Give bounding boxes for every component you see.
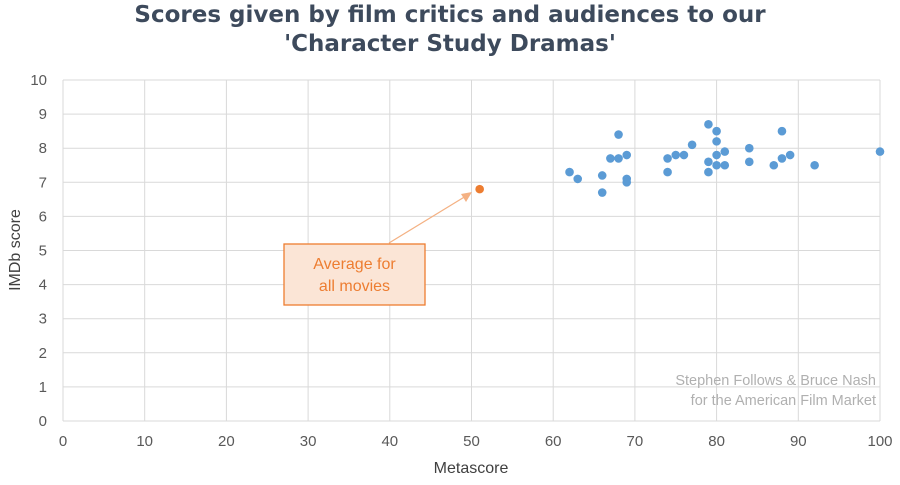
data-point	[614, 130, 623, 139]
data-point	[606, 154, 615, 163]
data-point	[712, 126, 721, 136]
data-point	[663, 167, 672, 177]
y-axis-label: IMDb score	[7, 209, 24, 291]
x-tick-label: 60	[545, 433, 562, 450]
data-point	[622, 150, 632, 160]
x-tick-label: 40	[381, 433, 398, 450]
y-tick-label: 3	[39, 311, 47, 328]
data-point	[720, 147, 730, 156]
credit-line-2: for the American Film Market	[691, 393, 876, 409]
data-point	[622, 178, 632, 187]
x-tick-label: 50	[463, 433, 480, 450]
annotation-callout: Average for all movies	[283, 243, 426, 306]
y-tick-label: 4	[39, 277, 47, 294]
y-tick-label: 9	[39, 106, 47, 123]
y-tick-label: 6	[39, 208, 47, 225]
chart-title-line-2: 'Character Study Dramas'	[284, 31, 616, 57]
data-point	[597, 171, 607, 180]
y-tick-label: 2	[39, 345, 47, 362]
data-point	[785, 150, 795, 160]
x-tick-label: 10	[136, 433, 153, 450]
data-point	[744, 157, 754, 167]
x-tick-labels: 0 10 20 30 40 50 60 70 80 90 100	[59, 433, 893, 450]
data-point	[712, 150, 721, 160]
data-point	[777, 154, 787, 163]
credit-line-1: Stephen Follows & Bruce Nash	[675, 373, 876, 389]
data-point	[875, 147, 885, 156]
data-point	[704, 120, 713, 129]
annotation-line-1: Average for	[313, 256, 396, 273]
y-tick-label: 0	[39, 413, 47, 430]
annotation-line-2: all movies	[319, 278, 390, 295]
data-point	[597, 188, 607, 197]
data-point	[679, 150, 689, 160]
chart-title-line-1: Scores given by film critics and audienc…	[134, 2, 766, 28]
y-tick-label: 7	[39, 174, 47, 191]
data-point	[712, 137, 721, 146]
x-tick-label: 90	[790, 433, 807, 450]
x-tick-label: 20	[218, 433, 235, 450]
x-tick-label: 0	[59, 433, 67, 450]
data-point	[565, 167, 574, 177]
data-point	[671, 150, 681, 160]
y-tick-label: 5	[39, 243, 47, 260]
data-point	[573, 174, 583, 184]
data-point	[720, 160, 730, 170]
data-points	[475, 120, 885, 197]
data-point	[704, 157, 713, 167]
data-point	[769, 160, 779, 170]
data-point	[663, 154, 672, 163]
data-point	[614, 154, 623, 163]
chart-title: Scores given by film critics and audienc…	[0, 1, 900, 59]
data-point	[712, 160, 721, 170]
y-tick-label: 1	[39, 379, 47, 396]
average-data-point	[475, 184, 484, 194]
x-tick-label: 100	[867, 433, 892, 450]
data-point	[744, 143, 754, 153]
x-tick-label: 70	[627, 433, 644, 450]
y-tick-label: 10	[30, 72, 47, 89]
annotation-arrow	[388, 192, 472, 244]
data-point	[704, 167, 713, 177]
data-point	[810, 160, 819, 170]
grid-lines	[62, 79, 881, 422]
x-axis-label: Metascore	[434, 460, 509, 477]
y-tick-labels: 0 1 2 3 4 5 6 7 8 9 10	[30, 72, 47, 430]
y-tick-label: 8	[39, 140, 47, 157]
x-tick-label: 80	[708, 433, 725, 450]
x-tick-label: 30	[300, 433, 317, 450]
data-point	[687, 140, 697, 150]
data-point	[777, 126, 787, 136]
